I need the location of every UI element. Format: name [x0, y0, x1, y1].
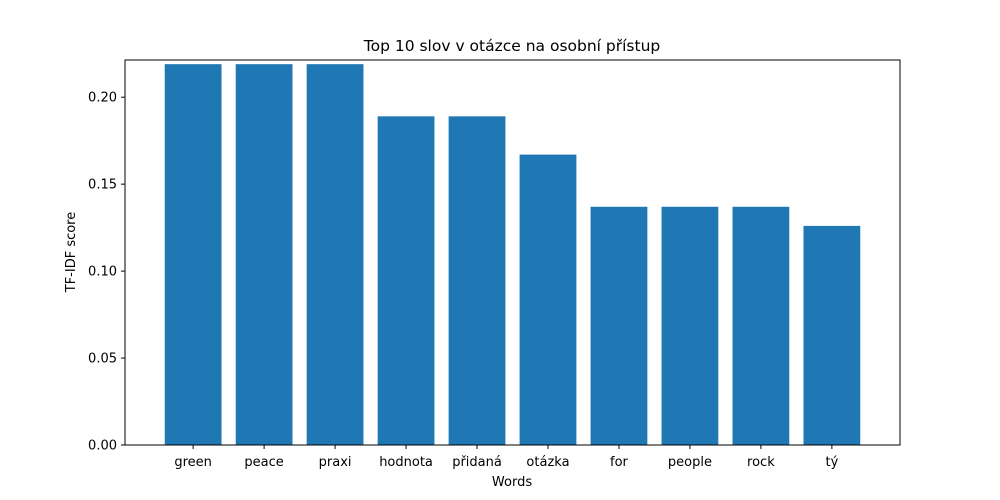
bar-5	[519, 154, 577, 445]
bar-9	[803, 225, 861, 445]
y-tick-label: 0.00	[88, 439, 117, 454]
plot-area-frame	[124, 59, 901, 446]
bar-1	[235, 64, 293, 446]
chart-title: Top 10 slov v otázce na osobní přístup	[363, 37, 661, 55]
y-tick-label: 0.05	[88, 352, 117, 367]
x-tick-label: rock	[747, 455, 775, 470]
x-axis-ticks: green peace praxi hodnota přidaná otázka for pe…	[174, 445, 839, 470]
x-tick-label: otázka	[526, 455, 569, 470]
bar-6	[590, 206, 648, 445]
y-tick-label: 0.20	[88, 91, 117, 106]
y-axis-title: TF-IDF score	[64, 212, 79, 294]
x-tick-label: for	[610, 455, 629, 470]
bar-8	[732, 206, 790, 445]
x-tick-label: přidaná	[452, 455, 502, 470]
bar-7	[661, 206, 719, 445]
x-axis-title: Words	[492, 475, 532, 490]
bar-0	[164, 64, 222, 446]
y-axis-ticks: 0.00 0.05 0.10 0.15 0.20	[88, 91, 125, 454]
x-tick-label: hodnota	[379, 455, 433, 470]
bar-3	[377, 116, 435, 445]
x-tick-label: green	[174, 455, 212, 470]
x-tick-label: praxi	[319, 455, 352, 470]
x-tick-label: people	[668, 455, 712, 470]
bar-4	[448, 116, 506, 445]
bars-group	[164, 64, 861, 446]
y-tick-label: 0.15	[88, 178, 117, 193]
x-tick-label: tý	[825, 455, 838, 470]
bar-2	[306, 64, 364, 446]
x-tick-label: peace	[244, 455, 283, 470]
y-tick-label: 0.10	[88, 265, 117, 280]
